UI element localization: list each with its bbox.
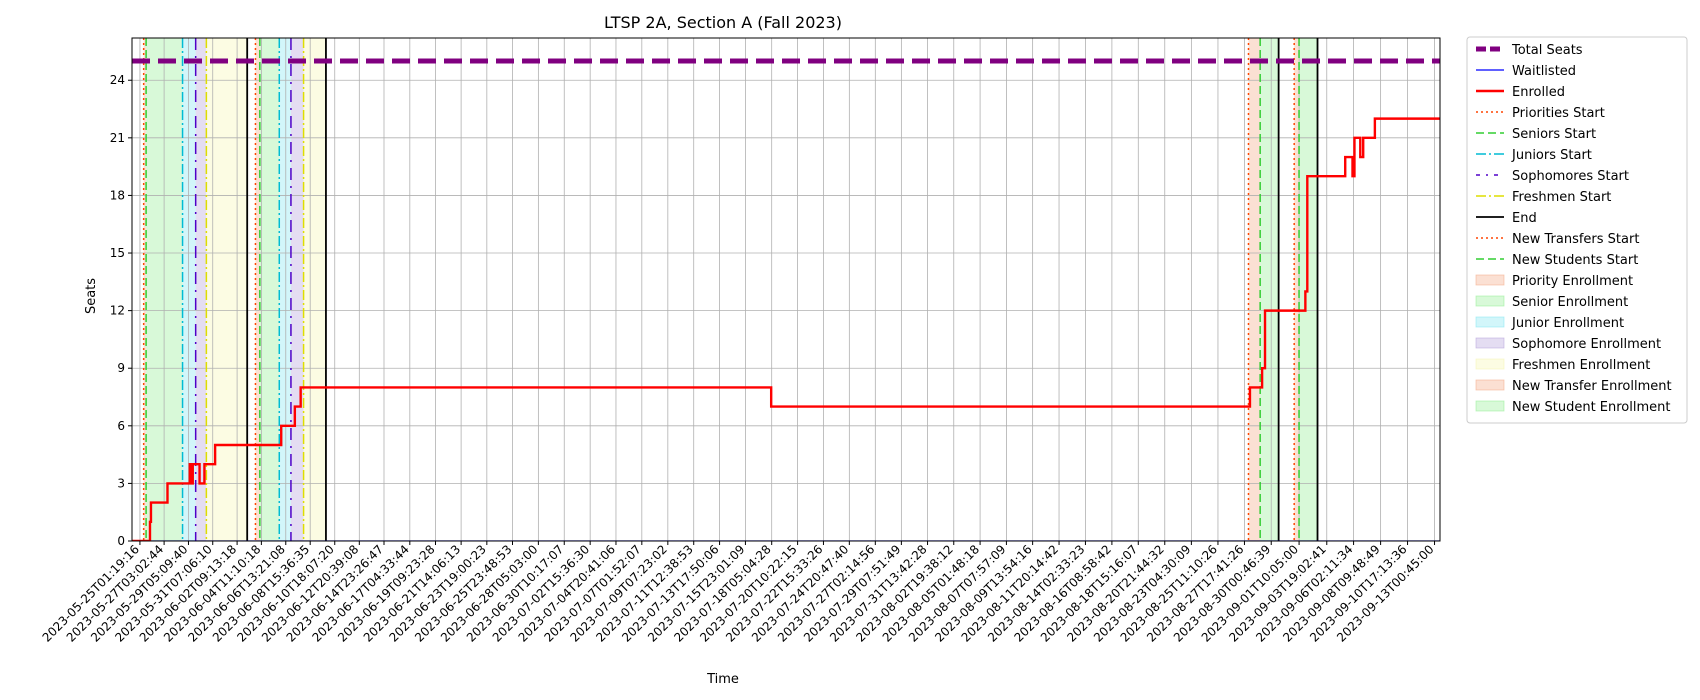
legend-label: New Transfers Start xyxy=(1512,232,1639,247)
legend-item-total-seats: Total Seats xyxy=(1476,43,1583,58)
legend-label: Priorities Start xyxy=(1512,106,1605,121)
y-tick-label: 21 xyxy=(110,131,125,145)
y-tick-label: 15 xyxy=(110,246,125,260)
senior-enrollment-region xyxy=(259,38,280,541)
legend-swatch xyxy=(1475,316,1505,328)
legend-label: Total Seats xyxy=(1511,43,1583,58)
legend-item-new-student-enrollment: New Student Enrollment xyxy=(1475,400,1670,415)
legend-label: Priority Enrollment xyxy=(1512,274,1633,289)
legend-label: New Transfer Enrollment xyxy=(1512,379,1672,394)
legend-item-waitlisted: Waitlisted xyxy=(1476,64,1576,79)
plot-frame xyxy=(131,37,1441,542)
legend-label: Senior Enrollment xyxy=(1512,295,1628,310)
legend-label: Sophomores Start xyxy=(1512,169,1629,184)
legend-swatch xyxy=(1475,337,1505,349)
legend-swatch xyxy=(1475,295,1505,307)
y-tick-label: 9 xyxy=(117,361,125,375)
priority-enrollment-region xyxy=(255,38,260,541)
freshmen-enrollment-region xyxy=(206,38,248,541)
chart-title: LTSP 2A, Section A (Fall 2023) xyxy=(604,13,842,32)
legend-label: Junior Enrollment xyxy=(1511,316,1624,331)
legend-label: Juniors Start xyxy=(1511,148,1592,163)
legend-label: Freshmen Start xyxy=(1512,190,1611,205)
legend-item-new-transfer-enrollment: New Transfer Enrollment xyxy=(1475,379,1672,394)
enrolled-line xyxy=(132,117,1440,541)
y-tick-label: 24 xyxy=(110,73,125,87)
legend-item-junior-enrollment: Junior Enrollment xyxy=(1475,316,1624,331)
legend-item-new-students-start: New Students Start xyxy=(1476,253,1638,268)
legend-item-freshmen-enrollment: Freshmen Enrollment xyxy=(1475,358,1650,373)
legend: Total Seats Waitlisted Enrolled Priorities … xyxy=(1466,36,1688,424)
legend-item-priorities-start: Priorities Start xyxy=(1476,106,1605,121)
priority-enrollment-region xyxy=(143,38,147,541)
y-tick-label: 12 xyxy=(110,304,125,318)
legend-label: Waitlisted xyxy=(1512,64,1576,79)
y-tick-label: 0 xyxy=(117,534,125,548)
freshmen-enrollment-region xyxy=(303,38,326,541)
junior-enrollment-region xyxy=(182,38,196,541)
legend-label: Enrolled xyxy=(1512,85,1565,100)
y-tick-label: 18 xyxy=(110,188,125,202)
sophomore-enrollment-region xyxy=(290,38,304,541)
y-tick-label: 3 xyxy=(117,476,125,490)
legend-label: New Student Enrollment xyxy=(1512,400,1670,415)
legend-item-sophomore-enrollment: Sophomore Enrollment xyxy=(1475,337,1661,352)
legend-label: End xyxy=(1512,211,1537,226)
legend-swatch xyxy=(1475,400,1505,412)
priority-enrollment-region xyxy=(1248,38,1261,541)
legend-swatch xyxy=(1475,274,1505,286)
legend-item-new-transfers-start: New Transfers Start xyxy=(1476,232,1639,247)
legend-item-freshmen-start: Freshmen Start xyxy=(1476,190,1611,205)
legend-item-senior-enrollment: Senior Enrollment xyxy=(1475,295,1628,310)
y-tick-label: 6 xyxy=(117,419,125,433)
plot-area xyxy=(132,38,1440,541)
legend-item-sophomores-start: Sophomores Start xyxy=(1476,169,1629,184)
legend-label: Freshmen Enrollment xyxy=(1512,358,1650,373)
legend-swatch xyxy=(1475,379,1505,391)
legend-item-enrolled: Enrolled xyxy=(1476,85,1565,100)
sophomore-enrollment-region xyxy=(195,38,207,541)
senior-enrollment-region xyxy=(1260,38,1279,541)
y-axis-label: Seats xyxy=(84,278,99,314)
legend-frame xyxy=(1466,36,1688,424)
legend-item-seniors-start: Seniors Start xyxy=(1476,127,1596,142)
new-transfer-enrollment-region xyxy=(1294,38,1300,541)
x-axis-label: Time xyxy=(706,672,739,687)
legend-item-end: End xyxy=(1476,211,1537,226)
legend-label: New Students Start xyxy=(1512,253,1638,268)
legend-item-juniors-start: Juniors Start xyxy=(1476,148,1592,163)
legend-swatch xyxy=(1475,358,1505,370)
legend-label: Sophomore Enrollment xyxy=(1512,337,1661,352)
legend-item-priority-enrollment: Priority Enrollment xyxy=(1475,274,1633,289)
legend-label: Seniors Start xyxy=(1512,127,1596,142)
junior-enrollment-region xyxy=(279,38,291,541)
